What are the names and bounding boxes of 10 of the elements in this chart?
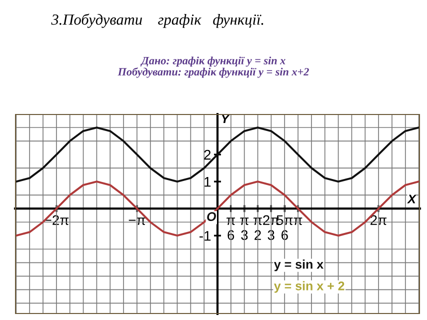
- x-tick-label: −π: [128, 218, 146, 226]
- chart-title: 3.Побудувати графік функції.: [51, 14, 264, 28]
- annotation: y = sin x: [274, 260, 324, 272]
- annotation: O: [207, 212, 216, 222]
- y-tick-label: -1: [200, 231, 211, 241]
- x-axis-title: X: [407, 194, 417, 204]
- chart-subtitle: Дано: графік функції y = sin x Побудувати: графік функції y = sin x+2: [118, 56, 309, 78]
- y-tick-label: 1: [204, 177, 211, 187]
- annotation: y = sin x + 2: [274, 281, 344, 293]
- y-tick-label: 2: [204, 150, 211, 160]
